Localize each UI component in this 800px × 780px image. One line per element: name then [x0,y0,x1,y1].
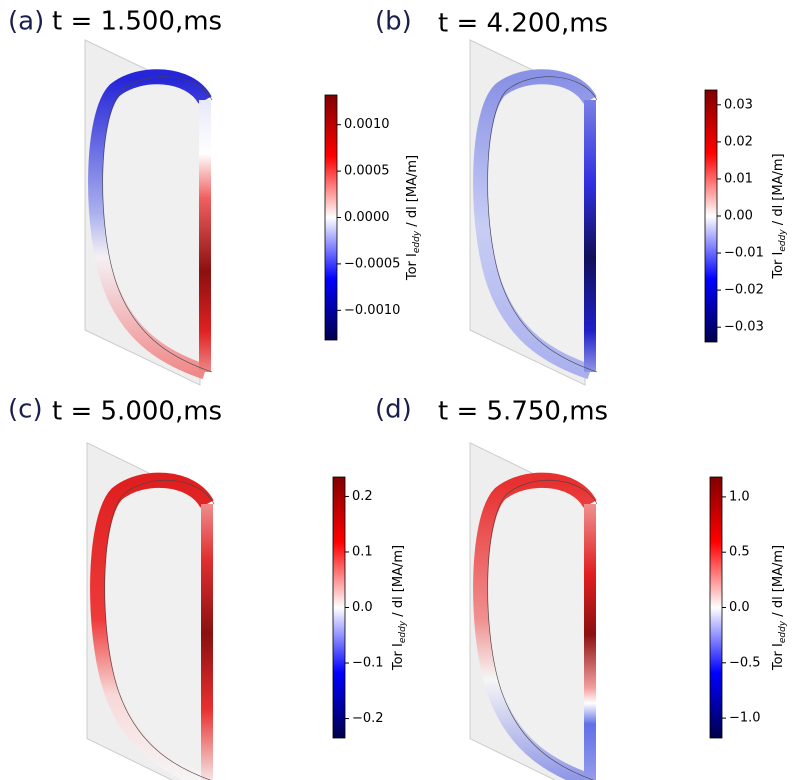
colorbar-label-prefix: Tor I [771,252,786,280]
colorbar-tick-label: −0.01 [724,246,764,261]
colorbar-tick-label: 0.03 [724,97,753,112]
colorbar-tick-label: −0.02 [724,283,764,298]
panel-label: (d) [375,395,412,425]
colorbar-tick-label: 0.0 [729,600,750,615]
colorbar-tick-label: −1.0 [729,711,761,726]
panel-title: t = 4.200,ms [438,9,608,39]
panel-title: t = 1.500,ms [52,7,222,37]
vessel-edge [487,479,598,780]
colorbar [704,89,718,343]
colorbar [709,476,723,739]
colorbar-tick-label: 0.0005 [344,164,390,179]
colorbar [332,476,346,739]
colorbar-tick-label: −0.0005 [344,256,400,271]
colorbar-tick-label: 0.02 [724,134,753,149]
colorbar-label-prefix: Tor I [405,253,420,281]
vessel [86,441,215,780]
colorbar-label-subscript: eddy [398,620,408,643]
panel-label: (b) [375,7,412,37]
panel-title: t = 5.000,ms [52,397,222,427]
colorbar-tick-label: 1.0 [729,489,750,504]
colorbar-tick-label: 0.00 [724,209,753,224]
colorbar-tick-label: 0.01 [724,171,753,186]
colorbar-tick-label: 0.0010 [344,117,390,132]
colorbar-label-prefix: Tor I [391,643,406,671]
vessel [84,39,213,386]
colorbar-tick-label: 0.0 [352,600,373,615]
colorbar-label-suffix: / dl [MA/m] [771,153,786,229]
colorbar-label-subscript: eddy [412,230,422,253]
colorbar-tick-label: −0.5 [729,655,761,670]
panel-title: t = 5.750,ms [438,397,608,427]
colorbar-label-prefix: Tor I [771,643,786,671]
vessel-edge [487,76,598,373]
panel-label: (a) [8,7,44,37]
colorbar-label-suffix: / dl [MA/m] [391,545,406,621]
vessel [469,39,598,386]
vessel [469,441,598,780]
colorbar-tick-label: −0.2 [352,711,384,726]
colorbar-label-suffix: / dl [MA/m] [771,545,786,621]
panel-label: (c) [8,395,43,425]
colorbar-label: Tor Ieddy / dl [MA/m] [771,153,788,279]
colorbar-label: Tor Ieddy / dl [MA/m] [405,155,422,281]
colorbar-label-suffix: / dl [MA/m] [405,155,420,231]
colorbar-label-subscript: eddy [778,229,788,252]
vessel-edge [102,76,213,373]
colorbar-tick-label: 0.2 [352,489,373,504]
colorbar [324,94,338,341]
colorbar-tick-label: −0.1 [352,656,384,671]
vessel-edge [104,479,215,780]
colorbar-tick-label: −0.0010 [344,303,400,318]
colorbar-label-subscript: eddy [778,620,788,643]
colorbar-label: Tor Ieddy / dl [MA/m] [771,545,788,671]
colorbar-tick-label: −0.03 [724,320,764,335]
colorbar-tick-label: 0.0000 [344,210,390,225]
colorbar-tick-label: 0.1 [352,544,373,559]
colorbar-label: Tor Ieddy / dl [MA/m] [391,545,408,671]
colorbar-tick-label: 0.5 [729,545,750,560]
